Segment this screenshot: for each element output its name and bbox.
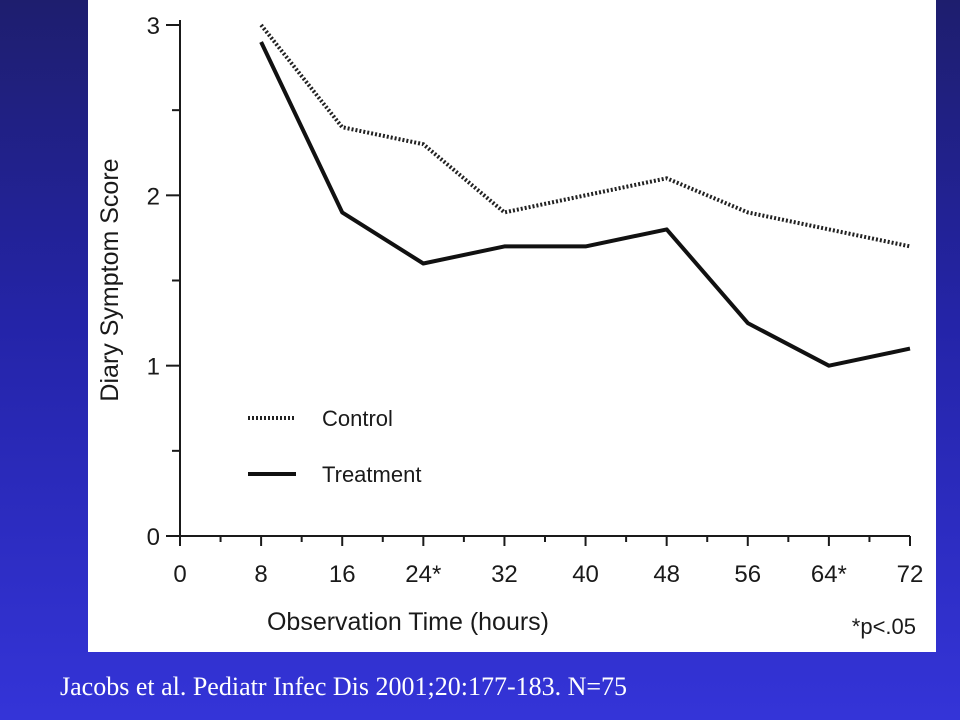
x-tick-label: 48	[653, 561, 680, 588]
x-tick-label: 72	[897, 561, 924, 588]
y-axis-title: Diary Symptom Score	[96, 158, 124, 401]
y-tick-label: 1	[147, 354, 160, 381]
x-tick-label: 56	[734, 561, 761, 588]
tick-labels: 0 8 16 24* 32 40 48 56 64* 72 0 1 2 3	[147, 13, 924, 588]
x-tick-label: 24*	[405, 561, 441, 588]
x-tick-label: 40	[572, 561, 599, 588]
line-chart: 0 8 16 24* 32 40 48 56 64* 72 0 1 2 3 Observation Tim…	[96, 13, 924, 639]
legend-label-treatment: Treatment	[322, 462, 421, 487]
legend-label-control: Control	[322, 406, 393, 431]
x-tick-label: 8	[254, 561, 267, 588]
x-tick-label: 0	[173, 561, 186, 588]
y-tick-label: 2	[147, 183, 160, 210]
significance-note: *p<.05	[852, 614, 916, 639]
y-tick-label: 3	[147, 13, 160, 40]
y-tick-label: 0	[147, 524, 160, 551]
x-tick-label: 64*	[811, 561, 847, 588]
x-tick-label: 16	[329, 561, 356, 588]
series-line-control	[259, 23, 911, 249]
series-line-treatment	[259, 41, 911, 368]
series-layer	[259, 23, 911, 368]
legend: Control Treatment	[248, 406, 421, 487]
x-tick-label: 32	[491, 561, 518, 588]
x-axis-title: Observation Time (hours)	[267, 608, 549, 636]
ticks	[166, 24, 911, 546]
citation: Jacobs et al. Pediatr Infec Dis 2001;20:…	[60, 672, 628, 701]
chart-panel: 0 8 16 24* 32 40 48 56 64* 72 0 1 2 3 Observation Tim…	[88, 0, 936, 652]
